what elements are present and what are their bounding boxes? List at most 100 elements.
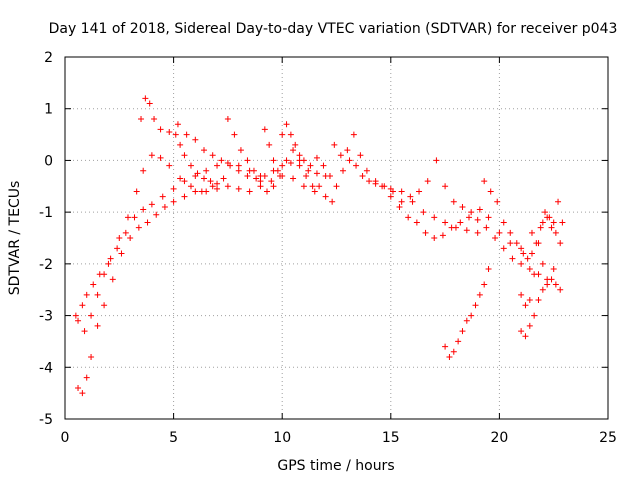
data-point [287,131,294,138]
data-point [544,281,551,288]
data-point [526,297,533,304]
data-points [72,95,566,397]
data-point [144,219,151,226]
series-arc-3 [75,152,227,335]
plot-frame [64,56,609,420]
data-point [161,203,168,210]
data-point [409,198,416,205]
data-point [300,183,307,190]
data-point [363,167,370,174]
data-point [557,286,564,293]
data-point [131,214,138,221]
data-point [253,175,260,182]
data-point [237,147,244,154]
data-point [474,229,481,236]
data-point [214,180,221,187]
data-point [416,188,423,195]
data-point [209,183,216,190]
x-tick-label: 0 [61,430,70,446]
data-point [518,291,525,298]
x-axis-label: GPS time / hours [277,458,394,474]
data-point [183,131,190,138]
data-point [140,206,147,213]
data-point [283,121,290,128]
data-point [159,193,166,200]
data-point [187,183,194,190]
data-point [266,141,273,148]
data-point [157,154,164,161]
data-point [405,214,412,221]
y-tick-label: 2 [44,50,53,66]
data-point [496,229,503,236]
data-point [333,183,340,190]
data-point [413,219,420,226]
data-point [331,141,338,148]
data-point [531,312,538,319]
y-tick-label: 1 [44,102,53,118]
data-point [261,172,268,179]
data-point [550,219,557,226]
data-point [101,271,108,278]
data-point [459,328,466,335]
data-point [520,250,527,257]
data-point [83,291,90,298]
data-point [83,374,90,381]
x-tick-label: 20 [490,430,508,446]
data-point [539,286,546,293]
data-point [79,302,86,309]
data-point [109,276,116,283]
x-tick-label: 15 [382,430,400,446]
data-point [303,172,310,179]
data-point [198,188,205,195]
data-point [133,188,140,195]
data-point [75,317,82,324]
data-point [468,312,475,319]
data-point [481,281,488,288]
data-point [424,178,431,185]
data-point [287,160,294,167]
data-point [135,224,142,231]
data-point [476,206,483,213]
series-arc-8 [329,157,481,236]
data-point [181,152,188,159]
series-arc-7 [261,121,333,179]
data-point [214,185,221,192]
series-arc-4 [138,95,221,187]
data-point [94,322,101,329]
data-point [433,157,440,164]
data-point [465,214,472,221]
data-point [81,328,88,335]
data-point [261,126,268,133]
data-point [122,229,129,236]
data-point [177,175,184,182]
data-point [555,198,562,205]
data-point [224,183,231,190]
data-point [483,224,490,231]
data-point [420,209,427,216]
data-point [235,167,242,174]
y-tick-label: -4 [39,360,53,376]
data-point [450,348,457,355]
data-point [313,170,320,177]
y-tick-labels: -5 -4 -3 -2 -1 0 1 2 [39,50,53,428]
data-point [481,178,488,185]
data-point [487,188,494,195]
data-point [116,235,123,241]
data-point [320,162,327,169]
data-point [539,219,546,226]
data-point [537,224,544,231]
data-point [218,157,225,164]
data-point [359,172,366,179]
data-point [389,188,396,195]
data-point [507,229,514,236]
data-point [485,214,492,221]
data-point [263,188,270,195]
data-point [231,131,238,138]
data-point [170,185,177,192]
data-point [326,172,333,179]
data-point [494,198,501,205]
data-point [398,188,405,195]
data-point [192,136,199,143]
data-point [442,343,449,350]
data-point [235,185,242,192]
